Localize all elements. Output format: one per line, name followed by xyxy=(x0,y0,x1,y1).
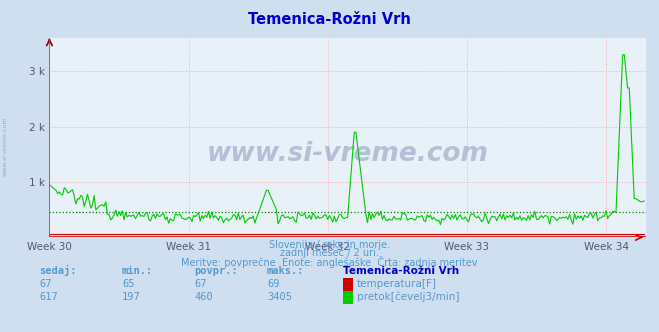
Text: Temenica-Rožni Vrh: Temenica-Rožni Vrh xyxy=(248,12,411,27)
Text: min.:: min.: xyxy=(122,266,153,276)
Text: 67: 67 xyxy=(40,279,52,289)
Text: www.si-vreme.com: www.si-vreme.com xyxy=(3,116,8,176)
Text: 617: 617 xyxy=(40,292,58,302)
Text: pretok[čevelj3/min]: pretok[čevelj3/min] xyxy=(357,292,460,302)
Text: www.si-vreme.com: www.si-vreme.com xyxy=(207,141,488,167)
Text: 197: 197 xyxy=(122,292,140,302)
Text: sedaj:: sedaj: xyxy=(40,265,77,276)
Text: Meritve: povprečne  Enote: anglešaške  Črta: zadnja meritev: Meritve: povprečne Enote: anglešaške Črt… xyxy=(181,256,478,268)
Text: Slovenija / reke in morje.: Slovenija / reke in morje. xyxy=(269,240,390,250)
Text: 460: 460 xyxy=(194,292,213,302)
Text: 3405: 3405 xyxy=(267,292,292,302)
Text: povpr.:: povpr.: xyxy=(194,266,238,276)
Text: Temenica-Rožni Vrh: Temenica-Rožni Vrh xyxy=(343,266,459,276)
Text: zadnji mesec / 2 uri.: zadnji mesec / 2 uri. xyxy=(280,248,379,258)
Text: temperatura[F]: temperatura[F] xyxy=(357,279,437,289)
Text: 65: 65 xyxy=(122,279,134,289)
Text: 67: 67 xyxy=(194,279,207,289)
Text: 69: 69 xyxy=(267,279,279,289)
Text: maks.:: maks.: xyxy=(267,266,304,276)
